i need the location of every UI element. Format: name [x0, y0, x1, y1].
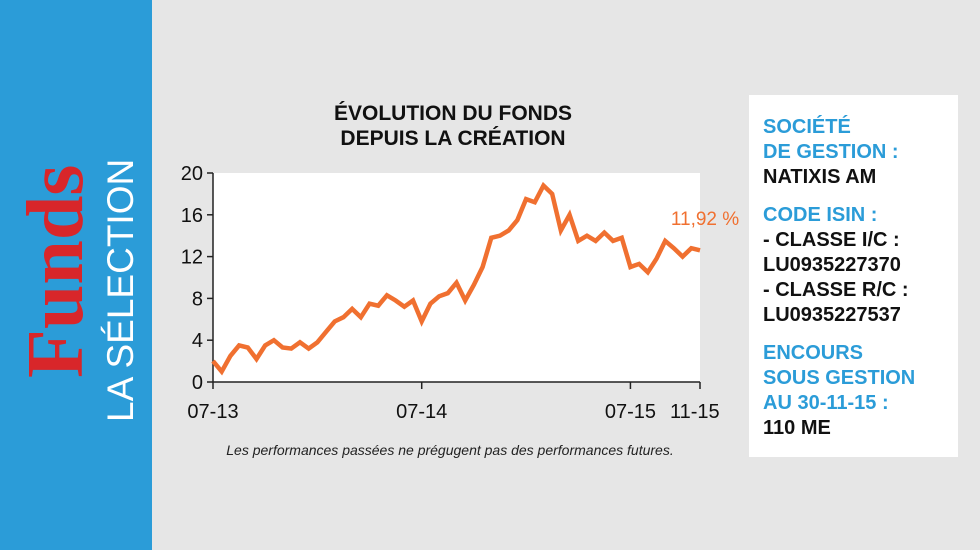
info-label: SOCIÉTÉ: [763, 115, 851, 138]
info-label: DE GESTION :: [763, 141, 899, 163]
y-tick-label: 0: [192, 372, 203, 394]
info-value: LU0935227370: [763, 254, 901, 276]
y-tick-label: 8: [192, 288, 203, 310]
sidebar: [0, 0, 152, 550]
subtitle: LA SÉLECTION: [100, 159, 141, 422]
info-value: - CLASSE R/C :: [763, 279, 909, 301]
info: SOCIÉTÉ DE GESTION : NATIXIS AM CODE ISIN :…: [763, 115, 915, 439]
info-label: CODE ISIN :: [763, 204, 877, 226]
footnote: Les performances passées ne prégugent pa…: [226, 442, 673, 458]
y-tick-label: 4: [192, 330, 203, 352]
info-box: [749, 95, 958, 457]
x-tick-label: 07-14: [396, 401, 447, 423]
info-label: AU 30-11-15 :: [763, 392, 889, 414]
info-value: - CLASSE I/C :: [763, 229, 900, 251]
y-tick-label: 16: [181, 205, 203, 227]
info-label: SOUS GESTION: [763, 367, 915, 389]
chart-title: ÉVOLUTION DU FONDS: [334, 102, 572, 125]
data-line: [211, 181, 701, 376]
info-value: LU0935227537: [763, 304, 901, 326]
annotation: 11,92 %: [671, 209, 739, 230]
plot-area: [213, 173, 700, 382]
x-tick-label: 07-13: [187, 401, 238, 423]
info-value: NATIXIS AM: [763, 166, 876, 188]
info-value: 110 ME: [763, 417, 831, 439]
y-tick-label: 12: [181, 247, 203, 269]
info-label: ENCOURS: [763, 342, 863, 364]
brand: Funds: [12, 165, 100, 378]
x-tick-label: 11-15: [670, 401, 720, 423]
chart-title: DEPUIS LA CRÉATION: [340, 127, 565, 150]
x-tick-label: 07-15: [605, 401, 656, 423]
y-tick-label: 20: [181, 163, 203, 185]
